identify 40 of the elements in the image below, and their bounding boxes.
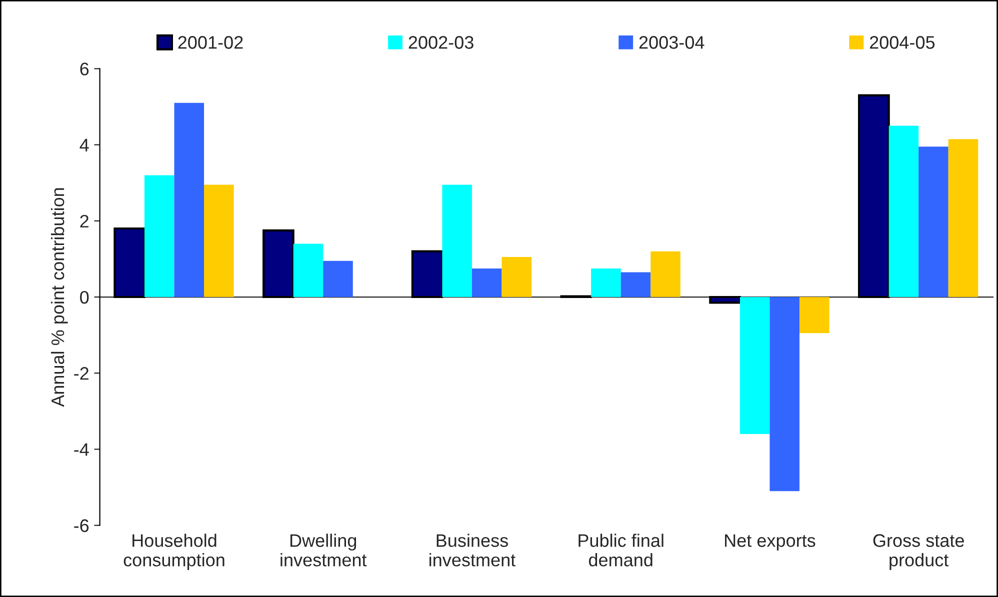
bar: [591, 268, 621, 298]
bar: [620, 272, 651, 298]
bar: [114, 227, 146, 298]
bar: [799, 297, 830, 334]
x-tick-label: Net exports: [725, 534, 816, 551]
y-tick-label: -4: [74, 443, 89, 456]
x-tick-label: Dwelling investment: [280, 534, 367, 566]
bar: [293, 244, 324, 298]
y-tick-label: 4: [80, 138, 89, 152]
bar: [888, 126, 919, 298]
bar: [262, 229, 294, 298]
y-axis-title: Annual % point contribution: [50, 188, 68, 407]
bar: [174, 102, 204, 298]
x-tick-label: Business investment: [430, 534, 516, 566]
bar: [502, 257, 532, 298]
bar: [442, 184, 472, 298]
bar: [740, 297, 770, 434]
legend-label: 2001-02: [178, 36, 243, 49]
bar: [650, 251, 680, 298]
bar: [472, 268, 502, 298]
bar: [323, 260, 353, 298]
bar: [948, 139, 978, 298]
y-tick-label: -2: [74, 367, 88, 380]
y-tick-label: 0: [80, 290, 89, 304]
y-tick-label: 6: [80, 62, 89, 76]
x-tick-label: Public final demand: [578, 534, 664, 566]
bar: [770, 297, 800, 492]
legend-label: 2004-05: [870, 36, 935, 49]
bar: [918, 146, 948, 298]
bar: [204, 184, 234, 298]
legend-label: 2002-03: [408, 36, 474, 49]
bar: [858, 94, 890, 298]
y-tick-label: 2: [80, 214, 88, 228]
bar: [144, 175, 174, 298]
y-tick-label: -6: [74, 519, 89, 532]
legend-label: 2003-04: [639, 36, 704, 49]
bar: [411, 250, 444, 298]
bar: [709, 296, 741, 304]
x-tick-label: Gross state product: [873, 534, 964, 570]
x-tick-label: Household consumption: [124, 534, 224, 570]
